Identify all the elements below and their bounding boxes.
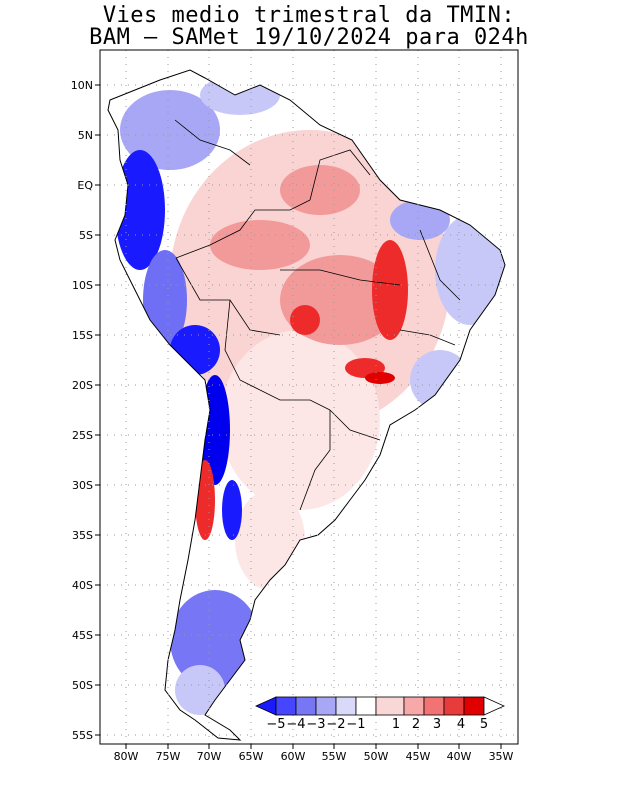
lon-label: 40W [447,750,472,763]
lon-label: 60W [281,750,306,763]
lat-label: 5S [79,229,93,242]
colorbar-label: 4 [457,717,465,732]
lon-label: 35W [489,750,514,763]
lat-label: 10N [71,79,93,92]
lat-label: 35S [72,529,93,542]
tick-marks [95,84,502,749]
colorbar-label: 1 [392,717,400,732]
colorbar-right-arrow [483,696,505,716]
colorbar-box [423,696,445,716]
colorbar-labels: −5 −4 −3 −2 −1 1 2 3 4 5 [266,717,488,732]
map-frame [99,49,519,745]
country-borders [174,119,461,511]
colorbar-label: 5 [480,717,488,732]
colorbar-label: 3 [433,717,441,732]
lat-label: 5N [78,129,93,142]
lon-label: 55W [322,750,347,763]
lat-label: 30S [72,479,93,492]
map-title-line2: BAM – SAMet 19/10/2024 para 024h [89,25,529,50]
colorbar-box [443,696,465,716]
colorbar-box [335,696,357,716]
colorbar-box [295,696,317,716]
bias-shading [108,70,505,740]
colorbar-label: −1 [346,717,365,732]
lat-label: 45S [72,629,93,642]
lon-label: 50W [364,750,389,763]
lon-label: 75W [156,750,181,763]
colorbar-box [375,696,405,716]
longitude-labels: 80W 75W 70W 65W 60W 55W 50W 45W 40W 35W [114,750,514,763]
colorbar-box [355,696,377,716]
colorbar-box [275,696,297,716]
colorbar-label: −2 [326,717,345,732]
colorbar-box [315,696,337,716]
lon-label: 45W [406,750,431,763]
colorbar-label: 2 [412,717,420,732]
lat-label: 20S [72,379,93,392]
colorbar-label: −4 [286,717,305,732]
lat-label: 25S [72,429,93,442]
lat-label: 40S [72,579,93,592]
colorbar-label: −5 [266,717,285,732]
lon-label: 70W [197,750,222,763]
colorbar-left-arrow [255,696,277,716]
lon-label: 65W [239,750,264,763]
colorbar-box [463,696,485,716]
map-title-line1: Vies medio trimestral da TMIN: [102,3,516,28]
lat-label: 15S [72,329,93,342]
colorbar-label: −3 [306,717,325,732]
latitude-labels: 10N 5N EQ 5S 10S 15S 20S 25S 30S 35S 40S… [71,79,94,742]
lat-label: 50S [72,679,93,692]
colorbar-box [403,696,425,716]
lat-label: EQ [77,179,93,192]
colorbar [255,696,505,716]
lat-label: 55S [72,729,93,742]
lon-label: 80W [114,750,139,763]
lat-label: 10S [72,279,93,292]
